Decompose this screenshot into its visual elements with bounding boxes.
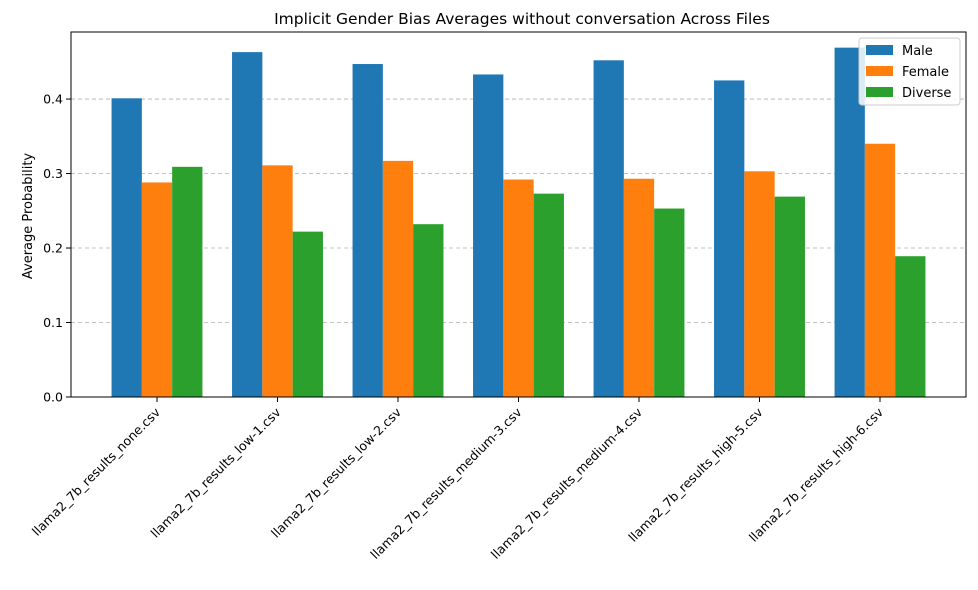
y-tick-label: 0.2 bbox=[43, 241, 63, 256]
bar-female bbox=[744, 171, 775, 397]
bar-diverse bbox=[774, 196, 805, 397]
bar-diverse bbox=[413, 224, 444, 397]
legend-swatch-diverse bbox=[866, 87, 893, 97]
legend: Male Female Diverse bbox=[858, 37, 961, 106]
legend-label-male: Male bbox=[902, 44, 933, 59]
y-tick-label: 0.3 bbox=[43, 166, 63, 181]
x-tick-label: llama2_7b_results_low-2.csv bbox=[268, 404, 405, 541]
bars bbox=[111, 47, 926, 398]
x-tick-label: llama2_7b_results_none.csv bbox=[29, 404, 164, 539]
y-tick-label: 0.4 bbox=[43, 92, 63, 107]
legend-swatch-female bbox=[866, 66, 893, 76]
bar-female bbox=[864, 143, 896, 397]
chart-title: Implicit Gender Bias Averages without co… bbox=[274, 10, 770, 28]
legend-label-female: Female bbox=[902, 65, 949, 80]
bar-male bbox=[352, 64, 383, 397]
y-tick-label: 0.1 bbox=[43, 315, 63, 330]
bar-male bbox=[232, 52, 263, 397]
bar-male bbox=[593, 60, 624, 397]
bar-diverse bbox=[172, 166, 203, 397]
legend-label-diverse: Diverse bbox=[902, 86, 951, 101]
bar-diverse bbox=[654, 208, 685, 397]
bar-female bbox=[141, 182, 173, 397]
bar-diverse bbox=[533, 193, 564, 397]
bar-female bbox=[623, 178, 655, 397]
bar-male bbox=[473, 74, 504, 398]
bar-diverse bbox=[895, 256, 926, 397]
grid-lines bbox=[71, 98, 966, 323]
x-tick-label: llama2_7b_results_high-5.csv bbox=[625, 404, 766, 545]
bar-male bbox=[834, 47, 865, 398]
bar-diverse bbox=[292, 231, 323, 397]
y-axis-label: Average Probability bbox=[21, 153, 36, 280]
x-tick-label: llama2_7b_results_low-1.csv bbox=[148, 404, 285, 541]
y-tick-label: 0.0 bbox=[43, 390, 63, 405]
bar-male bbox=[714, 80, 745, 397]
bar-female bbox=[262, 165, 293, 397]
bar-male bbox=[111, 98, 142, 397]
bar-female bbox=[503, 179, 534, 397]
legend-swatch-male bbox=[866, 45, 893, 55]
x-tick-label: llama2_7b_results_high-6.csv bbox=[746, 404, 887, 545]
bar-female bbox=[382, 160, 414, 397]
